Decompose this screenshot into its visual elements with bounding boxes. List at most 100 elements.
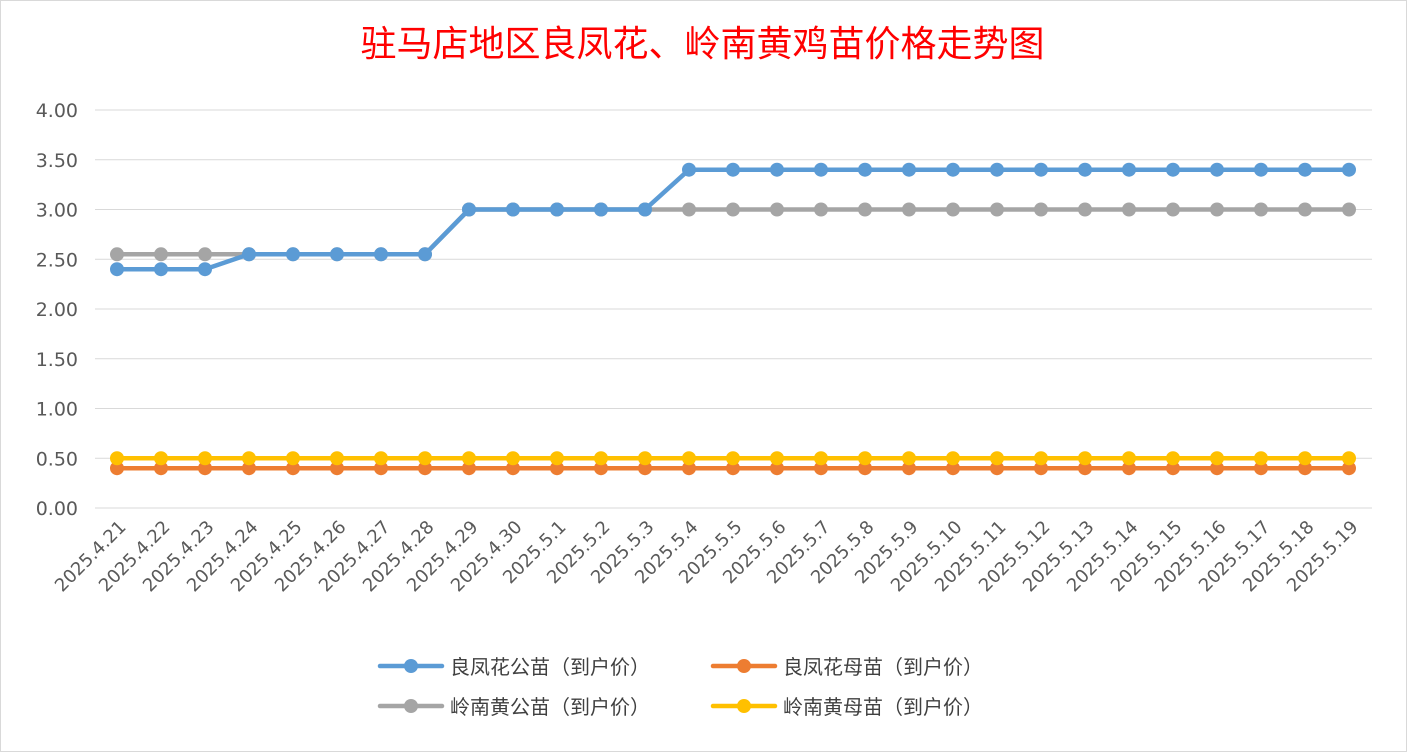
series-2: [110, 461, 1356, 476]
y-tick-label: 2.50: [36, 249, 78, 271]
data-point: [110, 461, 124, 476]
data-point: [858, 451, 872, 466]
data-point: [1298, 451, 1312, 466]
y-tick-label: 4.00: [36, 100, 78, 122]
data-point: [374, 461, 388, 476]
data-point: [1078, 202, 1092, 217]
data-point: [286, 461, 300, 476]
y-tick-label: 1.00: [36, 399, 78, 421]
data-point: [1342, 162, 1356, 177]
legend-label: 良凤花母苗（到户价）: [783, 655, 983, 679]
data-point: [726, 461, 740, 476]
data-point: [462, 461, 476, 476]
data-point: [1122, 202, 1136, 217]
data-point: [286, 247, 300, 262]
data-point: [946, 202, 960, 217]
data-point: [1342, 451, 1356, 466]
data-point: [902, 162, 916, 177]
data-point: [154, 247, 168, 262]
data-point: [990, 162, 1004, 177]
data-point: [550, 461, 564, 476]
data-point: [990, 461, 1004, 476]
data-point: [638, 202, 652, 217]
legend-item: 岭南黄公苗（到户价）: [377, 695, 650, 719]
data-point: [726, 162, 740, 177]
y-tick-label: 3.00: [36, 200, 78, 222]
data-point: [110, 262, 124, 277]
data-point: [858, 461, 872, 476]
data-point: [1166, 461, 1180, 476]
data-point: [1122, 461, 1136, 476]
data-point: [814, 162, 828, 177]
data-point: [682, 451, 696, 466]
data-point: [682, 202, 696, 217]
series-layer: [110, 162, 1356, 476]
y-tick-label: 1.50: [36, 349, 78, 371]
data-point: [550, 451, 564, 466]
data-point: [946, 162, 960, 177]
data-point: [990, 202, 1004, 217]
y-tick-label: 3.50: [36, 150, 78, 172]
legend-label: 岭南黄公苗（到户价）: [450, 695, 650, 719]
data-point: [1254, 461, 1268, 476]
data-point: [1122, 162, 1136, 177]
data-point: [198, 262, 212, 277]
data-point: [418, 247, 432, 262]
data-point: [814, 202, 828, 217]
data-point: [1034, 451, 1048, 466]
data-point: [1254, 162, 1268, 177]
data-point: [1210, 451, 1224, 466]
data-point: [1166, 162, 1180, 177]
data-point: [462, 451, 476, 466]
legend: 良凤花公苗（到户价） 良凤花母苗（到户价） 岭南黄公苗（到户价） 岭南黄母苗（到户价）: [377, 655, 983, 719]
data-point: [198, 247, 212, 262]
data-point: [1298, 162, 1312, 177]
data-point: [902, 451, 916, 466]
y-tick-label: 0.00: [36, 498, 78, 520]
data-point: [1034, 461, 1048, 476]
data-point: [1210, 461, 1224, 476]
chart-title: 驻马店地区良凤花、岭南黄鸡苗价格走势图: [360, 24, 1045, 65]
x-axis-ticks: 2025.4.212025.4.222025.4.232025.4.242025…: [51, 517, 1363, 597]
data-point: [462, 202, 476, 217]
data-point: [638, 451, 652, 466]
data-point: [594, 461, 608, 476]
data-point: [770, 461, 784, 476]
data-point: [1298, 202, 1312, 217]
data-point: [1342, 461, 1356, 476]
legend-marker: [737, 659, 751, 673]
data-point: [594, 202, 608, 217]
data-point: [1078, 162, 1092, 177]
data-point: [374, 247, 388, 262]
legend-item: 岭南黄母苗（到户价）: [710, 695, 983, 719]
data-point: [946, 451, 960, 466]
legend-marker: [737, 699, 751, 713]
data-point: [198, 451, 212, 466]
data-point: [1210, 202, 1224, 217]
data-point: [330, 451, 344, 466]
data-point: [242, 461, 256, 476]
data-point: [1122, 451, 1136, 466]
data-point: [1254, 202, 1268, 217]
data-point: [506, 451, 520, 466]
data-point: [418, 461, 432, 476]
legend-marker: [404, 659, 418, 673]
data-point: [858, 162, 872, 177]
data-point: [154, 461, 168, 476]
data-point: [1078, 451, 1092, 466]
data-point: [726, 451, 740, 466]
data-point: [770, 451, 784, 466]
data-point: [638, 461, 652, 476]
data-point: [110, 451, 124, 466]
data-point: [990, 451, 1004, 466]
series-line: [114, 167, 1352, 272]
data-point: [374, 451, 388, 466]
data-point: [506, 202, 520, 217]
data-point: [154, 262, 168, 277]
data-point: [286, 451, 300, 466]
data-point: [946, 461, 960, 476]
data-point: [506, 461, 520, 476]
series-1: [110, 162, 1356, 277]
